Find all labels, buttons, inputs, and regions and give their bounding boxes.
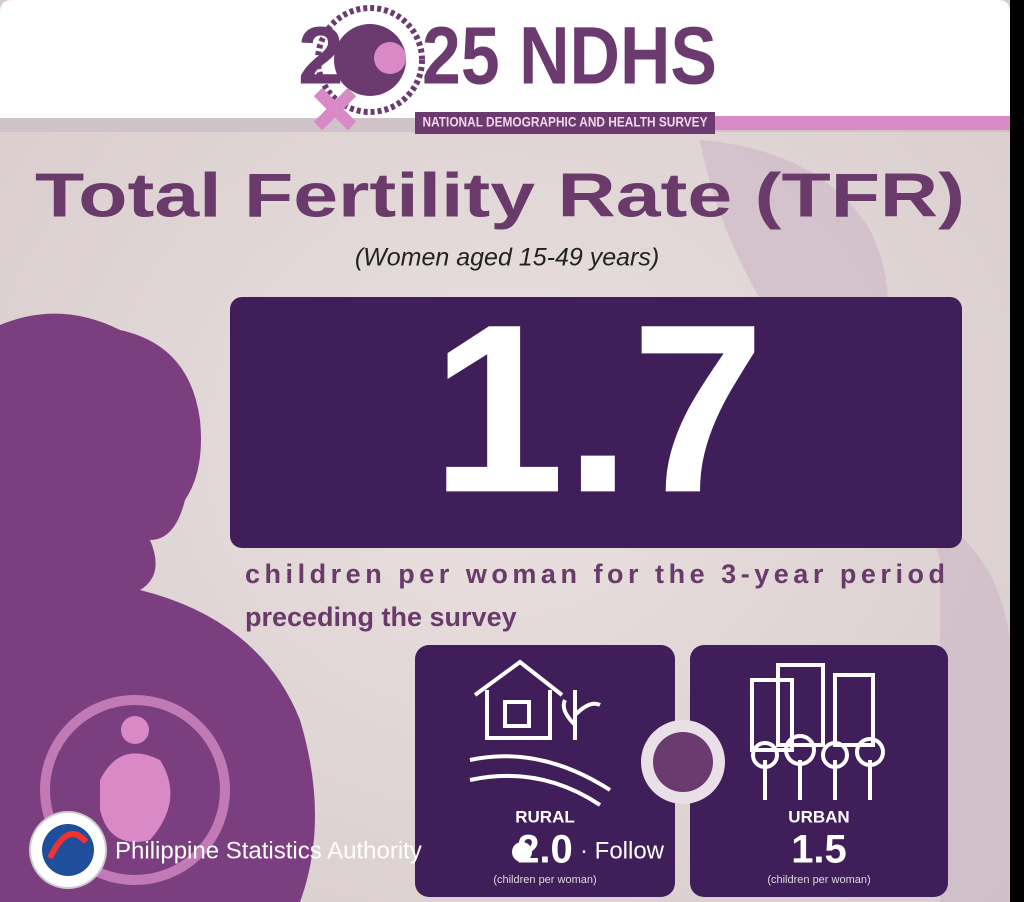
subtitle: (Women aged 15-49 years) [355, 244, 659, 272]
logo-text: 25 NDHS [422, 11, 717, 102]
bg-silhouette [700, 140, 1010, 902]
womb-ring [40, 695, 230, 885]
screen-edge [1010, 0, 1024, 902]
womb-dot [121, 716, 149, 744]
rural-unit: (children per woman) [493, 874, 596, 886]
logo-text: 2 [298, 11, 344, 102]
rural-label: RURAL [515, 807, 575, 826]
title: Total Fertility Rate (TFR) [35, 161, 965, 230]
urban-unit: (children per woman) [767, 874, 870, 886]
logo-figure [374, 42, 406, 74]
avatar-mark [47, 830, 89, 860]
header-bg [0, 0, 1010, 118]
verified-badge [512, 842, 532, 862]
logo-inner [334, 24, 406, 96]
logo-symbol [313, 87, 357, 131]
main-value: 1.7 [431, 274, 765, 542]
mother-silhouette [0, 313, 315, 902]
urban-box [690, 645, 948, 897]
author-name[interactable]: Philippine Statistics Authority [115, 837, 422, 864]
description: preceding the survey [245, 602, 517, 632]
rural-icon [469, 659, 612, 807]
urban-label: URBAN [788, 807, 849, 826]
rural-box [415, 645, 675, 897]
header-label-bg [415, 112, 715, 134]
description: children per woman for the 3-year period [245, 559, 945, 589]
header-pink-line [715, 116, 1010, 130]
urban-icon [750, 663, 885, 800]
survey-name: NATIONAL DEMOGRAPHIC AND HEALTH SURVEY [423, 114, 709, 130]
urban-value: 1.5 [791, 828, 847, 872]
follow-button[interactable]: · Follow [580, 837, 665, 864]
center-badge-inner [653, 732, 713, 792]
baby-figure [100, 753, 171, 842]
main-value-box [230, 297, 962, 548]
